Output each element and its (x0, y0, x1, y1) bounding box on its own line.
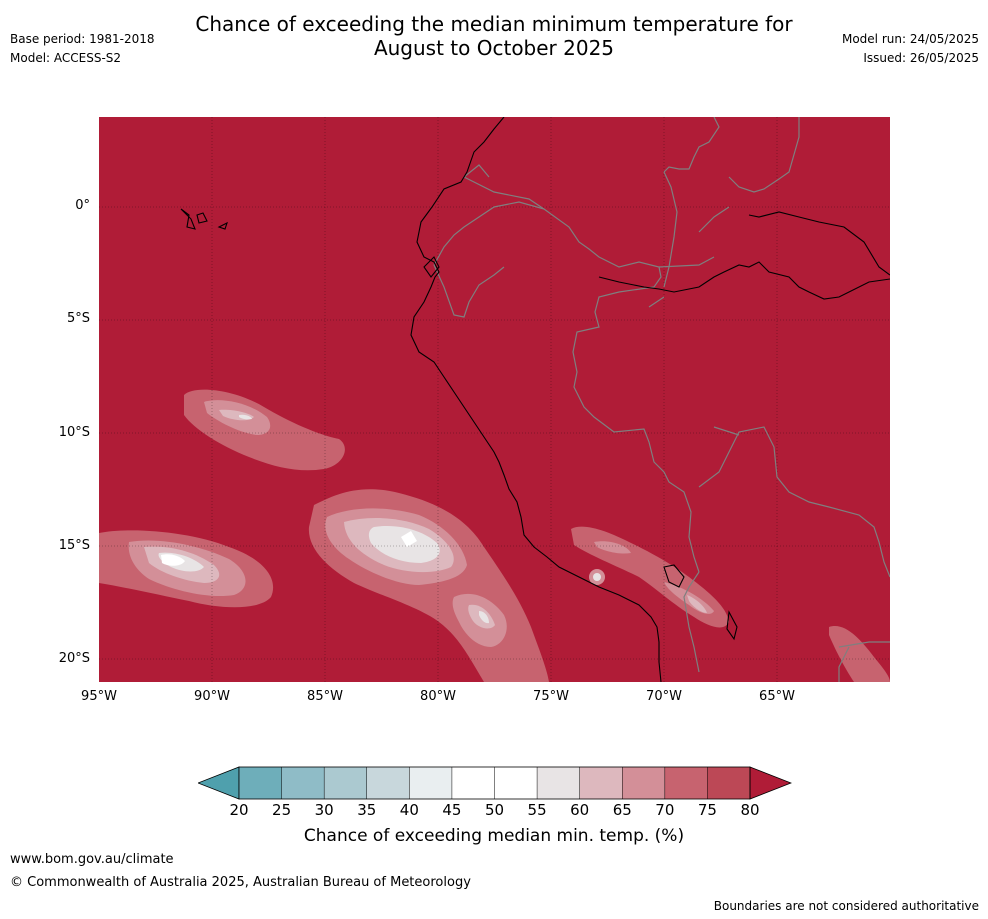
colorbar-tick-label: 75 (697, 801, 717, 819)
title-line-2: August to October 2025 (373, 36, 615, 60)
colorbar-outline (238, 766, 751, 800)
lat-label-5s: 5°S (66, 311, 90, 326)
colorbar-lower-extend (196, 766, 240, 800)
colorbar-tick-label: 65 (612, 801, 632, 819)
colorbar-tick-label: 55 (527, 801, 547, 819)
colorbar-tick-label: 30 (314, 801, 334, 819)
coastline (180, 116, 891, 683)
footer-copyright: © Commonwealth of Australia 2025, Austra… (10, 875, 471, 890)
lon-label-95w: 95°W (81, 689, 117, 704)
title-line-1: Chance of exceeding the median minimum t… (195, 12, 793, 36)
lon-label-65w: 65°W (759, 689, 795, 704)
colorbar-tick-label: 80 (740, 801, 760, 819)
colorbar-cell (281, 767, 325, 799)
colorbar-tick-label: 35 (357, 801, 377, 819)
colorbar-tick-label: 50 (484, 801, 505, 819)
model-run: Model run: 24/05/2025 (841, 32, 979, 46)
colorbar-tick-label: 45 (442, 801, 462, 819)
colorbar-cell (366, 767, 410, 799)
colorbar-cells (239, 767, 751, 799)
colorbar-cell (664, 767, 708, 799)
lat-label-15s: 15°S (58, 538, 90, 553)
colorbar-tick-label: 70 (655, 801, 675, 819)
issued-date: Issued: 26/05/2025 (863, 51, 979, 65)
lon-label-75w: 75°W (533, 689, 569, 704)
colorbar-tick-label: 40 (399, 801, 419, 819)
lon-label-80w: 80°W (420, 689, 456, 704)
lon-label-85w: 85°W (307, 689, 343, 704)
colorbar (196, 766, 793, 804)
colorbar-cell (494, 767, 538, 799)
colorbar-tick-label: 60 (570, 801, 590, 819)
colorbar-cell (707, 767, 751, 799)
lon-label-70w: 70°W (646, 689, 682, 704)
anomaly-blob-andes (571, 526, 890, 682)
meta-right: Model run: 24/05/2025 Issued: 26/05/2025 (842, 30, 979, 68)
anomaly-blob-central (308, 489, 549, 682)
map-panel[interactable] (99, 116, 891, 683)
footer-url[interactable]: www.bom.gov.au/climate (10, 852, 174, 867)
lat-label-0: 0° (75, 198, 90, 213)
lat-label-10s: 10°S (58, 425, 90, 440)
chart-title: Chance of exceeding the median minimum t… (0, 12, 988, 60)
lat-label-20s: 20°S (58, 651, 90, 666)
colorbar-cell (537, 767, 581, 799)
map-svg (99, 116, 891, 683)
colorbar-cell (451, 767, 495, 799)
colorbar-cell (622, 767, 666, 799)
anomaly-blob-northwest (184, 389, 345, 471)
colorbar-tick-label: 20 (229, 801, 249, 819)
colorbar-svg (196, 766, 793, 800)
meta-left: Base period: 1981-2018 Model: ACCESS-S2 (10, 30, 155, 68)
colorbar-cell (579, 767, 623, 799)
anomaly-blob-west (99, 530, 274, 608)
lon-label-90w: 90°W (194, 689, 230, 704)
colorbar-upper-extend (749, 766, 793, 800)
colorbar-label: Chance of exceeding median min. temp. (%… (303, 826, 685, 846)
footer-note: Boundaries are not considered authoritat… (713, 899, 979, 913)
colorbar-tick-label: 25 (272, 801, 292, 819)
country-borders (433, 116, 891, 682)
colorbar-cell (409, 767, 453, 799)
base-period: Base period: 1981-2018 (10, 32, 155, 46)
colorbar-cell (239, 767, 283, 799)
model-name: Model: ACCESS-S2 (10, 51, 122, 65)
graticule (99, 117, 890, 682)
colorbar-cell (324, 767, 368, 799)
